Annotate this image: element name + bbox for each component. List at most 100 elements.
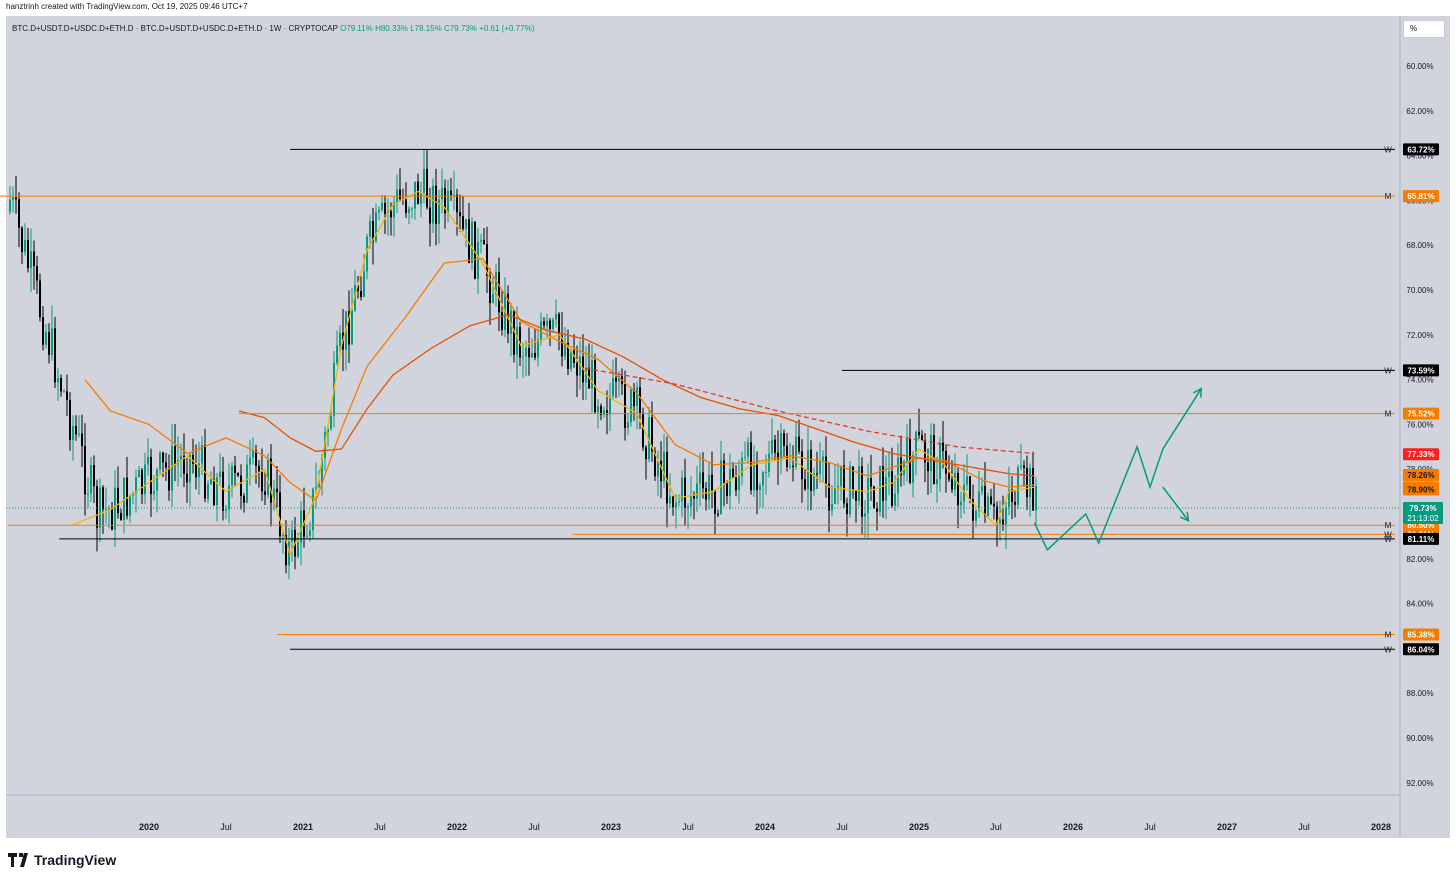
candle-body [996, 506, 998, 524]
x-tick-label: 2021 [293, 822, 313, 832]
level-tag: M [1385, 192, 1392, 201]
candle-body [120, 512, 122, 520]
candle-body [135, 477, 137, 494]
candle-body [570, 350, 572, 369]
candle-body [36, 266, 38, 281]
candle-body [567, 342, 569, 369]
candle-body [660, 460, 662, 482]
candle-body [24, 239, 26, 252]
candle-body [546, 320, 548, 326]
candle-body [672, 496, 674, 508]
price-label-text: 86.04% [1407, 645, 1434, 654]
candle-body [18, 199, 20, 228]
candle-body [357, 285, 359, 292]
brand-name: TradingView [34, 852, 117, 868]
candle-body [852, 466, 854, 491]
candle-body [336, 345, 338, 363]
candle-body [636, 387, 638, 407]
candle-body [78, 433, 80, 435]
candle-body [1005, 507, 1007, 525]
candle-body [810, 449, 812, 491]
candle-body [705, 488, 707, 500]
candle-body [849, 466, 851, 515]
symbol-name[interactable]: BTC.D+USDT.D+USDC.D+ETH.D · BTC.D+USDT.D… [12, 24, 338, 33]
candle-body [525, 347, 527, 357]
candle-body [759, 485, 761, 491]
candle-body [687, 506, 689, 508]
candle-body [309, 530, 311, 536]
candle-body [48, 331, 50, 355]
percent-scale-button[interactable]: % [1403, 20, 1445, 38]
price-label-text: 73.59% [1407, 366, 1434, 375]
last-price-text: 79.73% [1409, 504, 1436, 513]
candle-body [372, 220, 374, 242]
candle-body [777, 452, 779, 461]
candle-body [804, 479, 806, 490]
candle-body [666, 452, 668, 504]
candle-body [855, 490, 857, 501]
price-label-text: 80.50% [1407, 521, 1434, 530]
tradingview-brand[interactable]: TradingView [8, 850, 116, 870]
candle-body [150, 456, 152, 495]
candle-body [840, 465, 842, 486]
candle-body [774, 439, 776, 453]
candle-body [558, 314, 560, 336]
y-tick-label: 88.00% [1406, 689, 1433, 698]
level-tag: M [1385, 410, 1392, 419]
candle-body [249, 457, 251, 465]
price-label-box [1403, 364, 1439, 377]
candle-body [837, 485, 839, 489]
candle-body [585, 367, 587, 383]
candle-body [771, 439, 773, 454]
candle-body [969, 476, 971, 500]
candle-body [603, 410, 605, 415]
candle-body [639, 387, 641, 413]
y-tick-label: 90.00% [1406, 734, 1433, 743]
candle-body [384, 202, 386, 214]
candle-body [492, 294, 494, 304]
candle-body [888, 471, 890, 478]
level-tag: M [1385, 631, 1392, 640]
candle-body [543, 321, 545, 326]
candle-body [1035, 486, 1037, 511]
candle-body [699, 472, 701, 484]
candle-body [1011, 489, 1013, 502]
candle-body [732, 468, 734, 478]
candle-body [114, 487, 116, 530]
candle-body [117, 487, 119, 513]
candle-body [684, 477, 686, 508]
candle-body [819, 460, 821, 474]
candle-body [453, 194, 455, 196]
candle-body [162, 452, 164, 463]
candle-body [444, 188, 446, 214]
candle-body [243, 495, 245, 503]
candle-body [414, 181, 416, 209]
chart-area[interactable] [6, 16, 1450, 838]
y-tick-label: 64.00% [1406, 152, 1433, 161]
candle-body [63, 391, 65, 393]
candle-body [867, 478, 869, 514]
candle-body [285, 535, 287, 566]
moving-average-mid [84, 257, 1035, 502]
candle-body [537, 339, 539, 358]
candle-body [927, 462, 929, 472]
candle-body [207, 484, 209, 499]
ohlc-close: C79.73% [444, 24, 477, 33]
candle-body [642, 412, 644, 448]
candle-body [783, 433, 785, 446]
candle-body [891, 471, 893, 506]
candle-body [552, 319, 554, 330]
candle-body [339, 332, 341, 346]
indicator-label-box [1403, 483, 1439, 496]
candle-body [906, 438, 908, 462]
candle-body [159, 452, 161, 470]
candle-body [675, 502, 677, 508]
candle-body [399, 189, 401, 200]
candle-body [555, 314, 557, 320]
candle-body [417, 181, 419, 204]
candle-body [807, 449, 809, 490]
candle-body [612, 377, 614, 397]
candle-body [549, 320, 551, 330]
candle-body [738, 476, 740, 491]
